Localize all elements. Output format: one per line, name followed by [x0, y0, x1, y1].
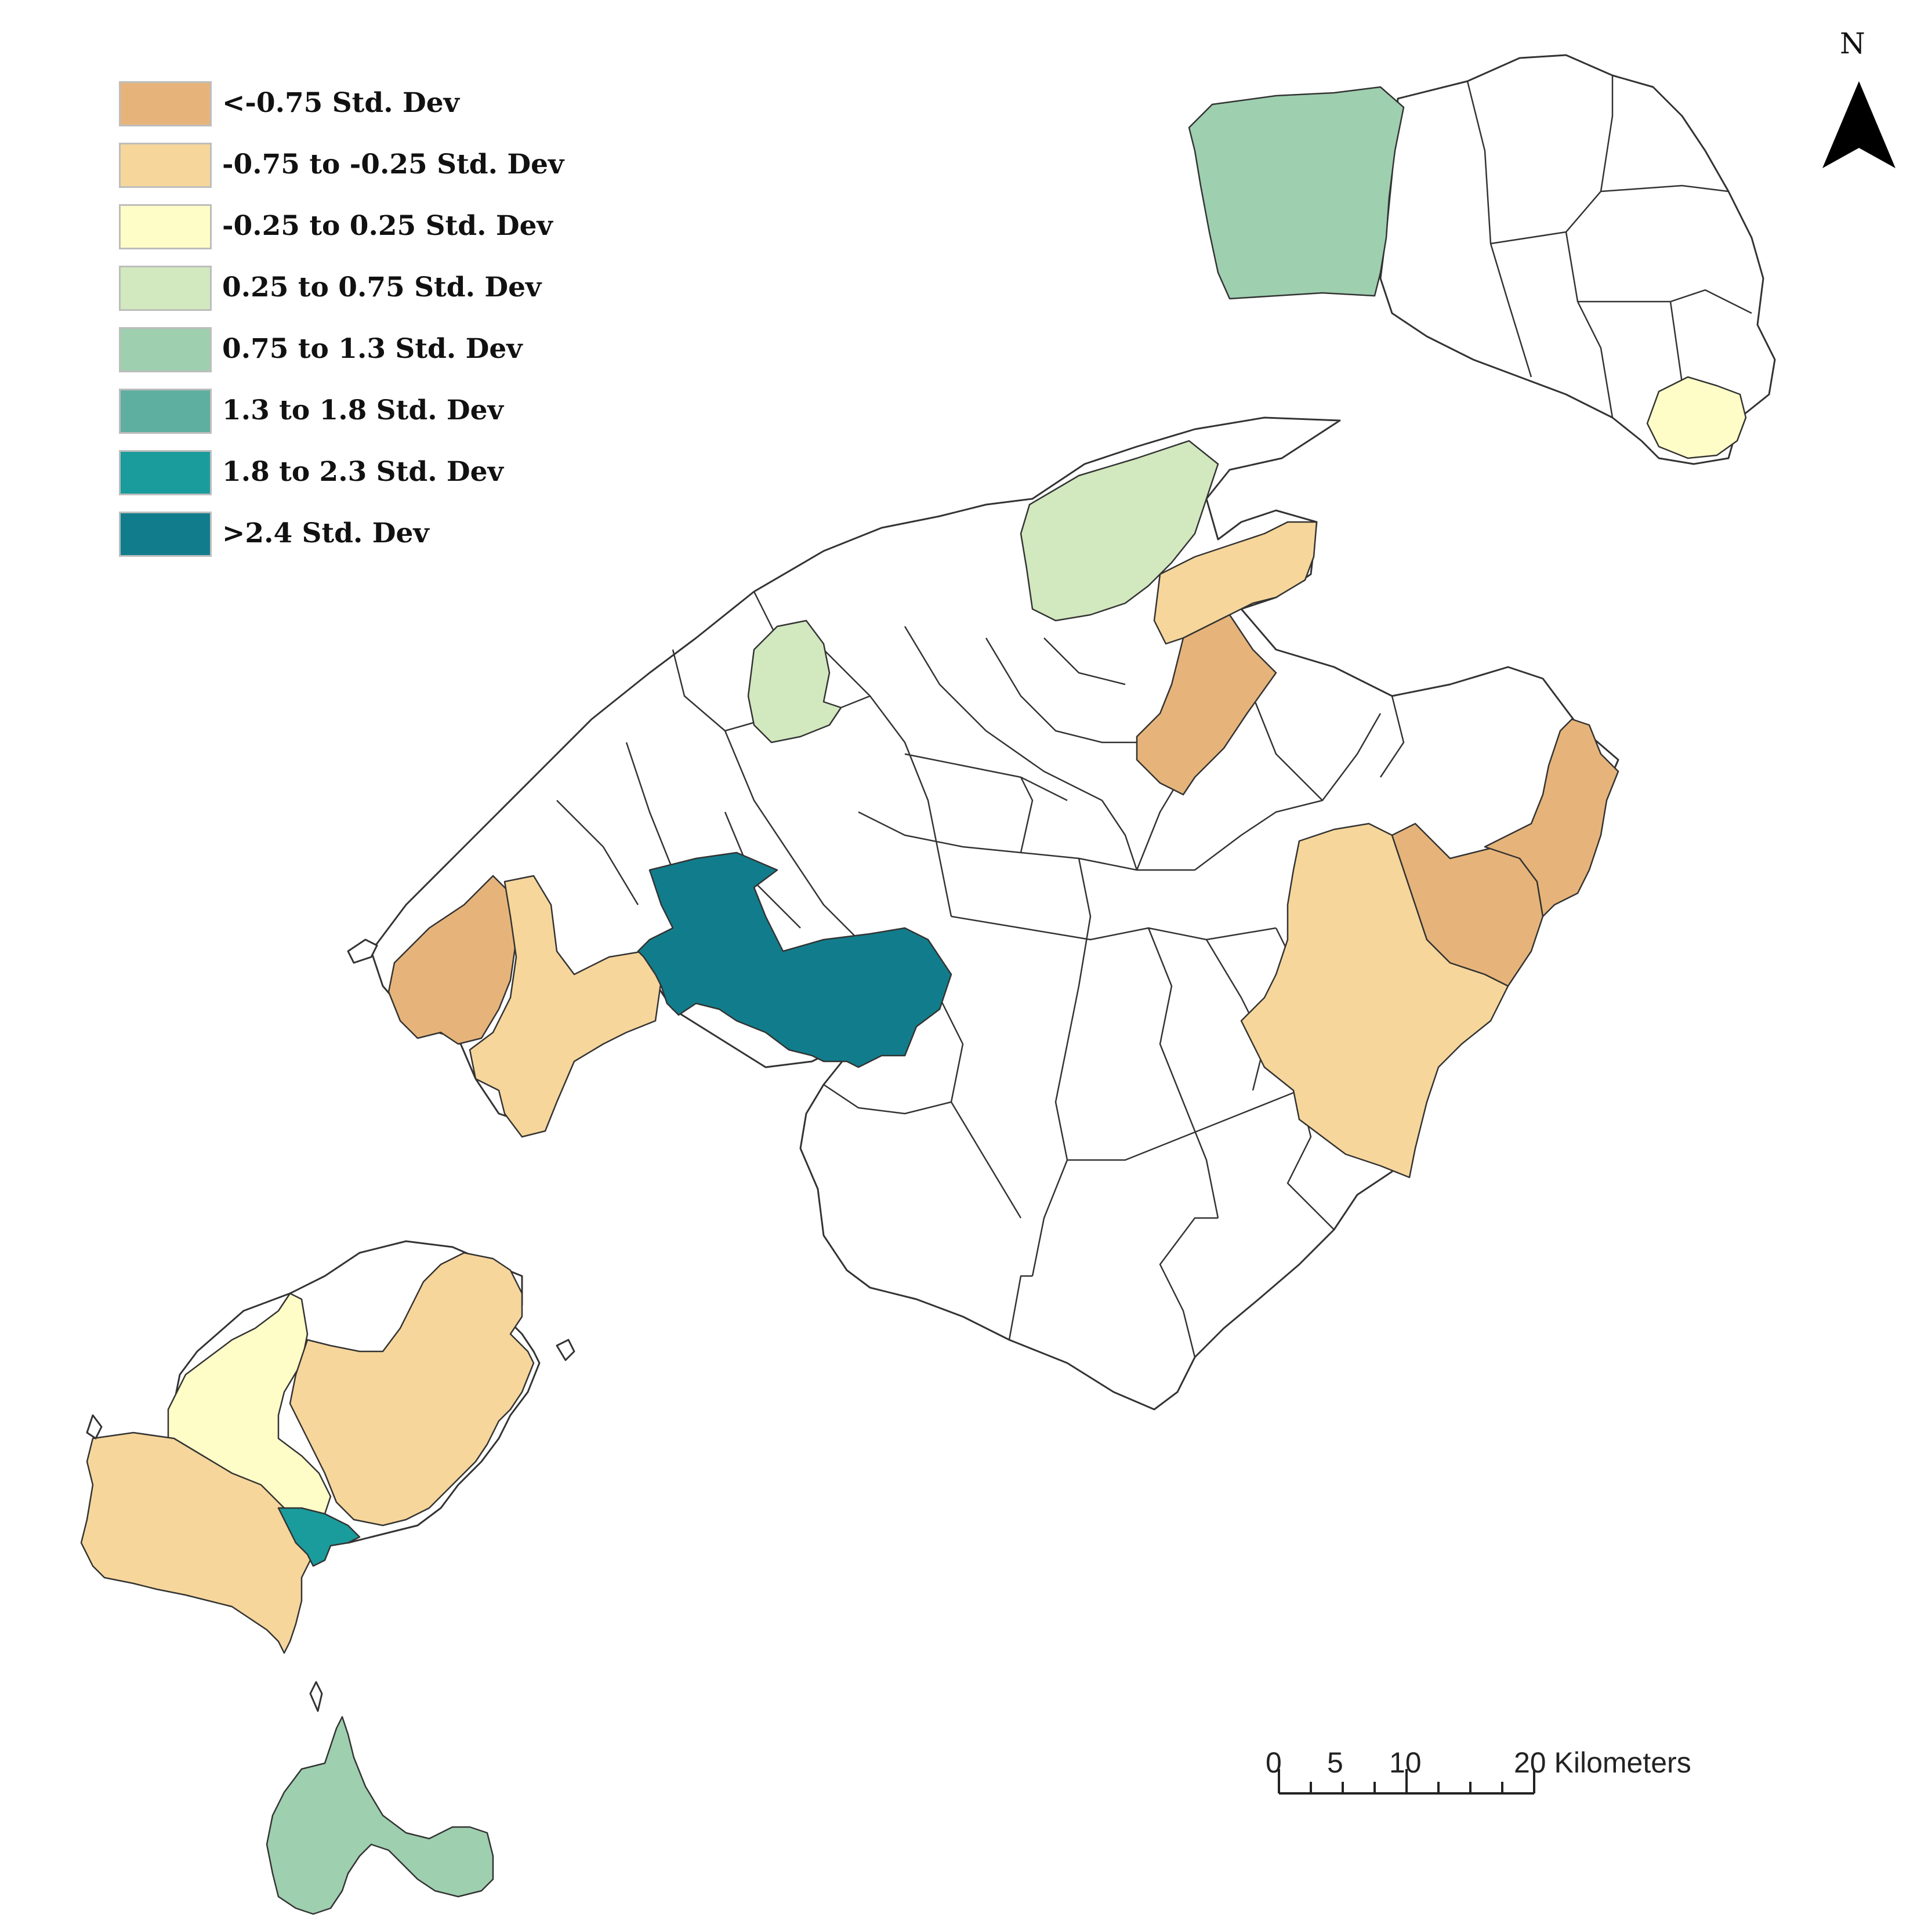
legend-label: -0.75 to -0.25 Std. Dev: [222, 148, 564, 180]
region-muro: [1136, 614, 1277, 796]
island-menorca: [1188, 54, 1776, 465]
legend-swatch: [119, 450, 212, 495]
region-sant-llorenc: [1391, 822, 1544, 987]
region-soller: [747, 619, 842, 744]
legend-swatch: [119, 81, 212, 126]
scale-label: 20 Kilometers: [1514, 1746, 1691, 1779]
region-calvia: [469, 875, 662, 1138]
legend-label: >2.4 Std. Dev: [222, 517, 429, 549]
legend-label: -0.25 to 0.25 Std. Dev: [222, 210, 553, 242]
legend-swatch: [119, 389, 212, 434]
scale-bar-labels: 0 5 10 20 Kilometers: [1253, 1746, 1775, 1786]
region-eivissa: [277, 1507, 361, 1567]
islet-espalmador: [309, 1681, 323, 1712]
north-arrow: [1822, 81, 1895, 168]
region-formentera: [266, 1716, 494, 1915]
region-palma: [637, 851, 952, 1068]
islet-dragonera: [347, 938, 378, 964]
island-ibiza: [80, 1240, 541, 1654]
region-sant-josep: [80, 1431, 314, 1654]
region-alcudia: [1153, 521, 1318, 645]
legend-label: 1.8 to 2.3 Std. Dev: [222, 456, 503, 488]
region-santa-eularia: [289, 1252, 535, 1527]
scale-label: 10: [1389, 1746, 1422, 1779]
islets: [86, 938, 575, 1712]
island-formentera: [266, 1716, 494, 1915]
legend-swatch: [119, 266, 212, 311]
island-mallorca: [370, 416, 1619, 1411]
legend-label: <-0.75 Std. Dev: [222, 87, 459, 119]
region-mao: [1646, 376, 1747, 459]
islet-tagomago: [556, 1339, 575, 1361]
islet-conillera: [86, 1414, 103, 1440]
region-ciutadella: [1188, 86, 1405, 300]
scale-label: 5: [1327, 1746, 1343, 1779]
region-andratx: [387, 875, 517, 1045]
legend-swatch: [119, 512, 212, 557]
legend-label: 1.3 to 1.8 Std. Dev: [222, 394, 503, 426]
legend-swatch: [119, 143, 212, 188]
scale-bar: [1278, 1769, 1535, 1795]
legend-swatch: [119, 327, 212, 372]
scale-label: 0: [1266, 1746, 1282, 1779]
region-arta: [1484, 718, 1619, 918]
legend-swatch: [119, 204, 212, 249]
north-arrow-icon: [1822, 81, 1895, 168]
legend-label: 0.25 to 0.75 Std. Dev: [222, 271, 542, 303]
legend-label: 0.75 to 1.3 Std. Dev: [222, 333, 523, 365]
menorca-boundaries: [1466, 75, 1752, 418]
north-label: N: [1840, 27, 1865, 60]
